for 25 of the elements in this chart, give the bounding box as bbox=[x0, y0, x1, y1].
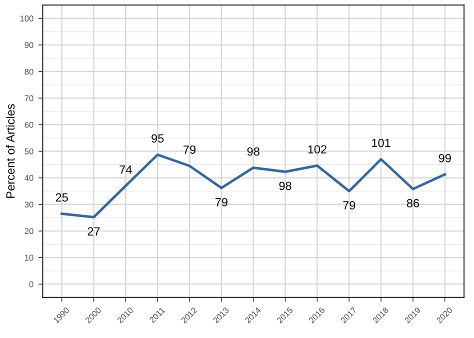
annotation: 95 bbox=[152, 134, 164, 143]
y-tick-label: 40 bbox=[24, 175, 34, 181]
y-tick-label: 20 bbox=[24, 228, 34, 234]
annotation: 79 bbox=[343, 201, 356, 210]
annotation: 27 bbox=[88, 227, 100, 236]
y-tick-label: 50 bbox=[24, 148, 34, 154]
y-tick-label: 100 bbox=[20, 16, 34, 22]
y-tick-label: 10 bbox=[25, 254, 34, 261]
annotation: 74 bbox=[120, 166, 132, 174]
annotation: 79 bbox=[215, 198, 228, 206]
y-tick-label: 70 bbox=[24, 95, 34, 102]
y-tick-label: 60 bbox=[24, 122, 34, 128]
y-tick-label: 30 bbox=[24, 202, 34, 208]
annotation: 102 bbox=[308, 145, 326, 154]
annotation: 99 bbox=[438, 154, 451, 162]
annotation: 101 bbox=[372, 138, 390, 148]
annotation: 25 bbox=[56, 193, 68, 202]
y-tick-label: 90 bbox=[24, 42, 34, 48]
y-axis-title: Percent of Articles bbox=[6, 104, 15, 198]
y-tick-label: 80 bbox=[24, 68, 34, 75]
annotation: 98 bbox=[279, 182, 292, 190]
annotation: 86 bbox=[406, 199, 420, 208]
annotation: 98 bbox=[247, 147, 260, 156]
y-tick-label: 0 bbox=[29, 281, 34, 288]
annotation: 79 bbox=[184, 145, 196, 154]
